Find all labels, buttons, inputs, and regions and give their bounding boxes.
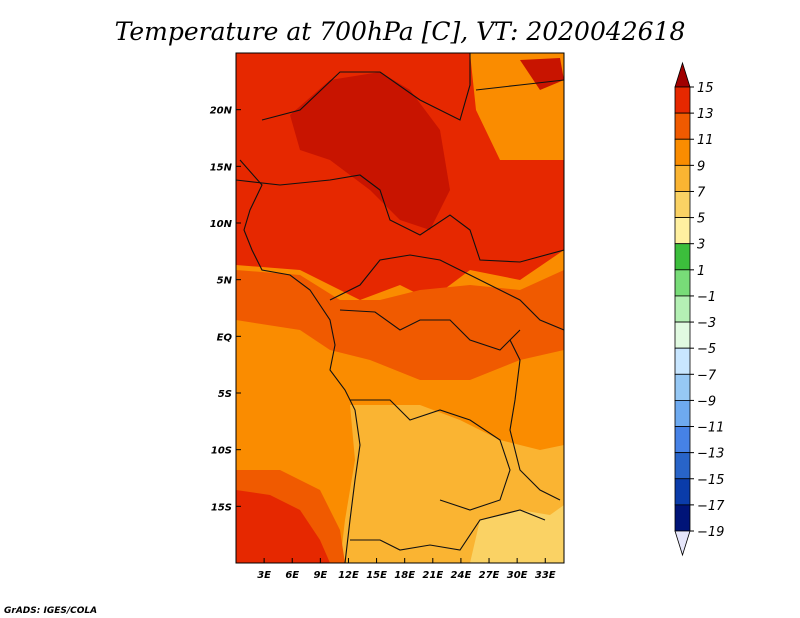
border-sahel-1 xyxy=(261,53,471,121)
border-east-lakes xyxy=(509,339,561,501)
border-drc xyxy=(350,399,511,511)
x-tick-label: 15E xyxy=(366,570,387,581)
colorbar-label: 5 xyxy=(697,212,705,227)
colorbar-swatch xyxy=(674,217,691,245)
colorbar-label: 11 xyxy=(697,133,714,148)
border-horn xyxy=(475,79,564,91)
y-tick-label: 10N xyxy=(210,219,233,230)
colorbar-swatch xyxy=(674,400,691,427)
x-tick-label: 24E xyxy=(451,570,472,581)
colorbar-label: −15 xyxy=(697,473,724,488)
x-tick-label: 33E xyxy=(535,570,556,581)
colorbar-label: −19 xyxy=(697,525,724,540)
colorbar-swatch xyxy=(674,191,691,218)
map-area xyxy=(236,53,564,563)
colorbar-label: −5 xyxy=(697,342,716,357)
colorbar-swatch xyxy=(674,321,691,349)
country-borders xyxy=(236,53,564,563)
colorbar-label: 7 xyxy=(697,185,706,200)
y-tick-label: EQ xyxy=(217,332,233,343)
colorbar-swatch xyxy=(674,164,691,192)
shade-11-equator xyxy=(236,270,564,380)
colorbar-label: −7 xyxy=(697,368,717,383)
chart-title: Temperature at 700hPa [C], VT: 202004261… xyxy=(115,17,686,46)
colorbar: 15 13 11 9 7 5 3 1 −1 −3 −5 −7 −9 −11 −13 −15 −17 −19 xyxy=(674,61,725,557)
x-tick-label: 6E xyxy=(285,570,299,581)
coastline-west xyxy=(239,159,361,563)
x-tick-label: 18E xyxy=(394,570,415,581)
shade-15-core xyxy=(290,72,450,230)
colorbar-label: −9 xyxy=(697,394,716,409)
y-axis: 20N 15N 10N 5N EQ 5S 10S 15S xyxy=(210,106,241,513)
x-tick-label: 3E xyxy=(257,570,271,581)
x-axis: 3E 6E 9E 12E 15E 18E 21E 24E 27E 30E 33E xyxy=(257,558,556,581)
shade-15-atlantic xyxy=(236,490,330,563)
colorbar-label: 13 xyxy=(697,107,714,122)
colorbar-label: 9 xyxy=(697,159,705,174)
map-frame xyxy=(235,52,565,564)
y-tick-label: 20N xyxy=(210,106,233,117)
colorbar-top-arrow xyxy=(674,61,691,88)
colorbar-label: −1 xyxy=(697,290,716,305)
colorbar-swatch xyxy=(674,269,691,297)
x-tick-label: 12E xyxy=(338,570,359,581)
colorbar-label: 3 xyxy=(697,238,705,253)
colorbar-swatch xyxy=(674,138,691,166)
colorbar-swatch xyxy=(674,86,691,114)
colorbar-swatch xyxy=(674,373,691,401)
y-tick-label: 5S xyxy=(218,389,232,400)
border-central-2 xyxy=(339,309,521,351)
colorbar-label: −17 xyxy=(697,499,725,514)
y-tick-label: 15N xyxy=(210,162,233,173)
x-tick-label: 30E xyxy=(507,570,528,581)
colorbar-swatch xyxy=(674,295,691,323)
colorbar-label: −11 xyxy=(697,421,724,436)
y-tick-label: 10S xyxy=(211,446,232,457)
colorbar-swatch xyxy=(674,452,691,480)
border-central-1 xyxy=(329,254,564,331)
colorbar-swatch xyxy=(674,112,691,140)
colorbar-swatch xyxy=(674,504,691,532)
colorbar-label: 1 xyxy=(697,264,705,279)
grads-credit: GrADS: IGES/COLA xyxy=(4,606,97,616)
border-sahel-2 xyxy=(236,174,564,263)
colorbar-swatch xyxy=(674,243,691,271)
colorbar-swatch xyxy=(674,347,691,375)
y-tick-label: 15S xyxy=(211,502,232,513)
colorbar-swatch xyxy=(674,478,691,506)
y-tick-label: 5N xyxy=(217,276,233,287)
temperature-fields xyxy=(236,53,564,563)
x-tick-label: 9E xyxy=(313,570,327,581)
x-tick-label: 21E xyxy=(422,570,443,581)
colorbar-bottom-arrow xyxy=(674,530,691,557)
x-tick-label: 27E xyxy=(479,570,500,581)
colorbar-swatch xyxy=(674,426,691,454)
shade-15-ne xyxy=(520,58,564,90)
colorbar-label: −3 xyxy=(697,316,716,331)
shade-7-southeast xyxy=(470,505,564,563)
colorbar-label: −13 xyxy=(697,447,724,462)
border-south xyxy=(350,509,546,551)
colorbar-label: 15 xyxy=(697,81,714,96)
